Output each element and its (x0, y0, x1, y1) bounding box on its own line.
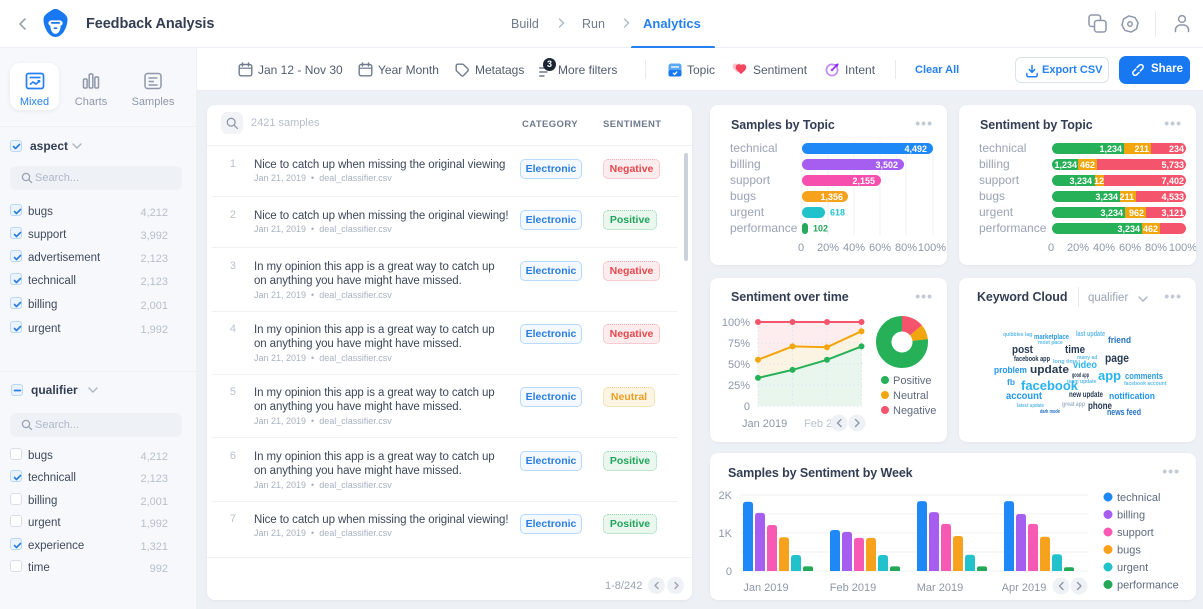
svg-text:100%: 100% (1169, 242, 1196, 254)
svg-text:1,234: 1,234 (1099, 144, 1122, 154)
svg-text:support: support (979, 173, 1020, 187)
svg-text:most pace: most pace (1038, 340, 1063, 346)
svg-text:urgent: urgent (730, 205, 765, 219)
svg-text:billing: billing (1117, 510, 1145, 522)
svg-text:bugs: bugs (1117, 545, 1141, 557)
svg-text:3,502: 3,502 (875, 160, 898, 170)
svg-text:211: 211 (1134, 144, 1149, 154)
svg-text:4,533: 4,533 (1161, 192, 1184, 202)
svg-text:Negative: Negative (893, 405, 936, 417)
svg-text:1K: 1K (719, 528, 733, 540)
svg-text:211: 211 (1119, 192, 1134, 202)
svg-text:technical: technical (979, 141, 1026, 155)
svg-text:support: support (730, 173, 771, 187)
svg-text:3,234: 3,234 (1095, 192, 1118, 202)
svg-text:Jan 2019: Jan 2019 (743, 582, 788, 594)
svg-text:1,356: 1,356 (820, 192, 843, 202)
svg-text:462: 462 (1143, 224, 1158, 234)
svg-text:technical: technical (730, 141, 777, 155)
svg-text:team update: team update (1067, 379, 1097, 385)
svg-text:good app: good app (1072, 372, 1089, 379)
svg-text:problem: problem (994, 365, 1027, 376)
svg-text:Neutral: Neutral (893, 390, 928, 402)
svg-text:performance: performance (730, 221, 798, 235)
svg-text:marketplace: marketplace (1034, 332, 1069, 341)
svg-text:7,402: 7,402 (1161, 176, 1184, 186)
svg-text:technical: technical (1117, 492, 1160, 504)
svg-text:update: update (1030, 364, 1069, 376)
svg-text:quibbles lag: quibbles lag (1003, 332, 1032, 338)
svg-text:many ad: many ad (1077, 355, 1097, 361)
svg-text:bugs: bugs (979, 189, 1005, 203)
svg-text:2K: 2K (719, 490, 733, 502)
svg-text:962: 962 (1129, 208, 1144, 218)
svg-text:1,234: 1,234 (1054, 160, 1077, 170)
svg-text:40%: 40% (843, 242, 865, 254)
svg-text:0: 0 (798, 242, 804, 254)
svg-text:urgent: urgent (1117, 562, 1148, 574)
svg-text:3,234: 3,234 (1069, 176, 1092, 186)
svg-text:0: 0 (1048, 242, 1054, 254)
svg-text:account: account (1006, 390, 1042, 402)
svg-text:video: video (1073, 359, 1097, 371)
svg-text:Feb 2019: Feb 2019 (830, 582, 876, 594)
svg-text:urgent: urgent (979, 205, 1014, 219)
svg-text:100%: 100% (722, 317, 750, 329)
svg-text:comments: comments (1125, 371, 1163, 382)
svg-text:50%: 50% (728, 359, 750, 371)
svg-text:new update: new update (1069, 390, 1103, 399)
svg-text:4,492: 4,492 (904, 144, 927, 154)
svg-text:post: post (1012, 344, 1033, 356)
svg-text:fb: fb (1007, 377, 1015, 387)
svg-text:billing: billing (979, 157, 1010, 171)
svg-text:last update: last update (1076, 331, 1105, 338)
svg-text:0: 0 (744, 401, 750, 413)
svg-text:3,234: 3,234 (1117, 224, 1140, 234)
svg-text:3,234: 3,234 (1100, 208, 1123, 218)
svg-text:news feed: news feed (1107, 407, 1141, 417)
svg-text:60%: 60% (869, 242, 891, 254)
svg-text:5,733: 5,733 (1161, 160, 1184, 170)
svg-text:dark mode: dark mode (1040, 409, 1060, 415)
svg-text:performance: performance (979, 221, 1047, 235)
svg-text:100%: 100% (918, 242, 946, 254)
svg-text:bugs: bugs (730, 189, 756, 203)
svg-text:great app: great app (1062, 401, 1085, 408)
svg-text:long time: long time (1053, 359, 1077, 365)
svg-text:Mar 2019: Mar 2019 (917, 582, 963, 594)
svg-text:40%: 40% (1093, 242, 1115, 254)
svg-text:20%: 20% (1067, 242, 1089, 254)
svg-text:friend: friend (1108, 335, 1131, 346)
svg-text:102: 102 (813, 224, 828, 234)
svg-text:facebook app: facebook app (1014, 354, 1050, 363)
svg-text:Jan 2019: Jan 2019 (742, 418, 787, 430)
svg-text:billing: billing (730, 157, 761, 171)
svg-text:facebook: facebook (1021, 378, 1079, 393)
svg-text:notification: notification (1109, 391, 1155, 402)
svg-text:3,121: 3,121 (1161, 208, 1184, 218)
svg-text:support: support (1117, 527, 1154, 539)
svg-text:80%: 80% (1145, 242, 1167, 254)
svg-text:Apr 2019: Apr 2019 (1002, 582, 1047, 594)
svg-text:time: time (1065, 344, 1085, 356)
svg-text:234: 234 (1169, 144, 1184, 154)
svg-text:latest update: latest update (1017, 403, 1044, 409)
svg-text:462: 462 (1080, 160, 1095, 170)
svg-text:80%: 80% (895, 242, 917, 254)
svg-text:facebook account: facebook account (1124, 381, 1167, 387)
svg-text:Positive: Positive (893, 375, 932, 387)
svg-text:75%: 75% (728, 338, 750, 350)
svg-text:618: 618 (830, 208, 845, 218)
svg-text:12: 12 (1094, 176, 1104, 186)
svg-text:app: app (1098, 368, 1121, 383)
svg-text:25%: 25% (728, 380, 750, 392)
svg-text:page: page (1105, 351, 1129, 365)
svg-text:phone: phone (1088, 401, 1112, 412)
svg-text:performance: performance (1117, 580, 1179, 592)
svg-text:2,155: 2,155 (852, 176, 875, 186)
svg-text:20%: 20% (817, 242, 839, 254)
svg-text:0: 0 (726, 566, 732, 578)
svg-text:60%: 60% (1119, 242, 1141, 254)
